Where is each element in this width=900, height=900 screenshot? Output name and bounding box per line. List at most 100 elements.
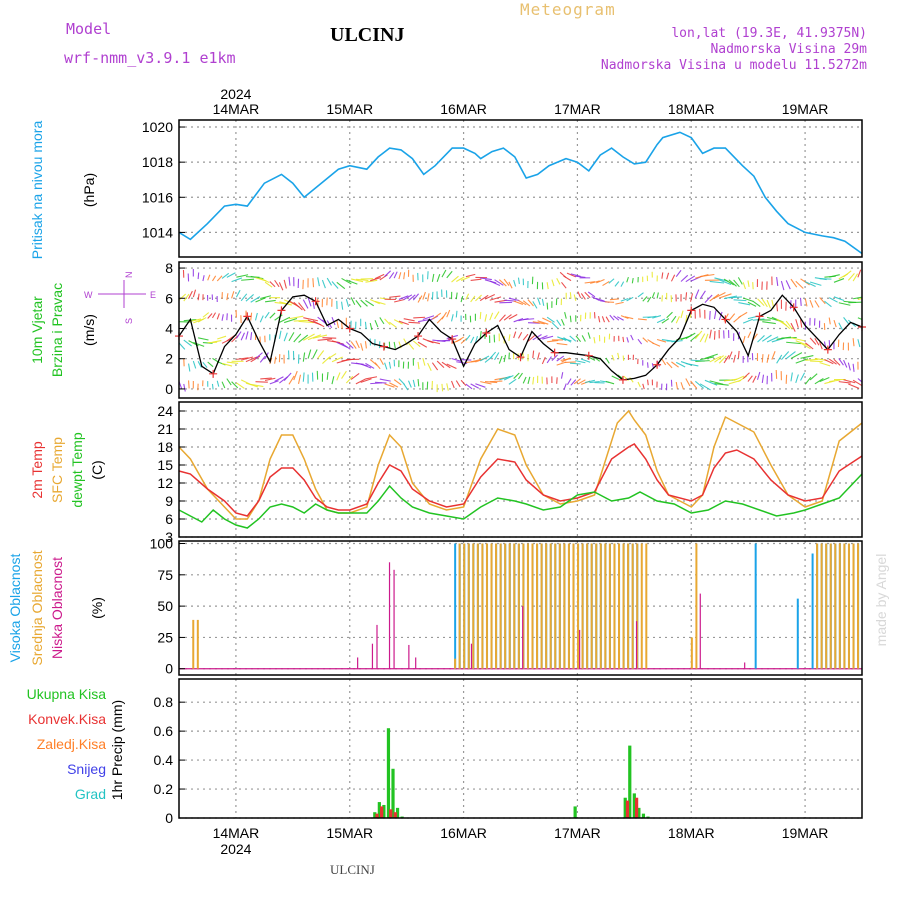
wind-arrow: [417, 378, 420, 387]
wind-arrow: [546, 356, 552, 364]
wind-arrow: [365, 362, 375, 369]
wind-arrow: [714, 355, 724, 363]
wind-arrow: [733, 354, 736, 363]
wind-arrow: [202, 361, 208, 368]
wind-arrow: [790, 352, 803, 360]
wind-arrow: [670, 274, 676, 282]
wind-arrow: [642, 383, 645, 390]
wind-arrow: [231, 381, 239, 389]
wind-arrow: [241, 278, 255, 281]
wind-arrow: [790, 372, 793, 382]
wind-arrow: [857, 317, 862, 321]
wind-arrow: [202, 312, 210, 318]
wind-arrow: [269, 380, 279, 385]
wind-arrow: [374, 320, 379, 328]
wind-arrow: [341, 342, 351, 350]
wind-arrow: [465, 334, 471, 341]
wind-arrow: [615, 301, 624, 305]
y-tick-label: 9: [165, 493, 173, 509]
wind-arrow: [809, 373, 818, 381]
wind-arrow: [331, 317, 336, 326]
wind-arrow: [283, 279, 287, 289]
wind-arrow: [484, 294, 495, 300]
wind-arrow: [288, 315, 304, 320]
y-tick-label: 12: [157, 475, 173, 491]
wind-arrow: [680, 382, 684, 390]
wind-arrow: [670, 315, 677, 323]
wind-arrow: [398, 272, 402, 280]
wind-arrow: [489, 296, 502, 301]
wind-arrow: [274, 376, 284, 382]
wind-arrow: [620, 297, 629, 302]
wind-arrow: [336, 281, 346, 290]
wind-arrow: [274, 356, 277, 364]
wind-arrow: [245, 356, 258, 363]
wind-arrow: [829, 274, 840, 278]
wind-arrow: [341, 277, 352, 285]
wind-arrow: [513, 317, 524, 323]
wind-arrow: [474, 335, 479, 344]
wind-arrow: [307, 297, 312, 307]
wind-arrow: [384, 383, 395, 388]
wind-arrow: [379, 317, 385, 325]
wind-arrow: [307, 349, 312, 359]
wind-arrow: [460, 379, 467, 387]
wind-arrow: [207, 313, 213, 319]
top-date-label: 14MAR: [213, 101, 260, 117]
precip-bar: [377, 802, 381, 818]
dewpoint-line: [178, 473, 863, 529]
bottom-date-label: 17MAR: [554, 825, 601, 841]
wind-arrow: [666, 272, 670, 280]
precip-bar: [637, 807, 641, 818]
wind-arrow: [704, 379, 718, 386]
wind-arrow: [541, 356, 546, 365]
wind-arrow: [508, 378, 517, 385]
wind-arrow: [728, 279, 737, 287]
wind-arrow: [274, 279, 280, 288]
top-date-label: 16MAR: [440, 101, 487, 117]
wind-arrow: [561, 281, 567, 289]
wind-arrow: [503, 375, 514, 381]
wind-arrow: [560, 372, 564, 379]
wind-arrow: [675, 361, 686, 368]
wind-arrow: [795, 340, 809, 346]
wind-arrow: [700, 356, 715, 361]
wind-arrow: [422, 315, 435, 321]
wind-arrow: [465, 383, 473, 390]
wind-arrow: [728, 296, 743, 299]
cloud-unit: (%): [89, 597, 105, 619]
wind-arrow: [584, 281, 596, 284]
wind-arrow: [574, 275, 586, 279]
wind-arrow: [613, 315, 620, 321]
wind-arrow: [833, 296, 845, 301]
wind-arrow: [480, 277, 492, 281]
wind-arrow: [617, 352, 620, 359]
wind-arrow: [489, 312, 494, 321]
wind-arrow: [441, 311, 447, 320]
wind-arrow: [804, 342, 814, 350]
wind-arrow: [417, 318, 430, 323]
wind-arrow: [742, 335, 746, 343]
wind-arrow: [236, 382, 245, 389]
wind-arrow: [250, 383, 264, 388]
wind-arrow: [193, 342, 205, 347]
wind-arrow: [704, 353, 718, 359]
bottom-date-label: 16MAR: [440, 825, 487, 841]
wind-arrow-field: [179, 269, 862, 393]
wind-arrow: [427, 362, 432, 371]
wind-arrow: [518, 300, 527, 306]
cloud-ylabel-mid: Srednja Oblacnost: [29, 550, 45, 665]
compass-east: E: [150, 290, 156, 300]
wind-arrow: [656, 292, 659, 299]
wind-arrow: [577, 379, 586, 385]
precip-bar: [641, 813, 646, 818]
wind-arrow: [704, 294, 713, 304]
y-tick-label: 18: [157, 439, 173, 455]
wind-arrow: [365, 376, 378, 380]
wind-arrow: [498, 314, 506, 322]
wind-arrow: [412, 379, 416, 388]
wind-arrow: [326, 353, 337, 360]
wind-arrow: [470, 278, 482, 281]
precip-bar: [391, 768, 395, 818]
wind-arrow: [601, 316, 606, 323]
